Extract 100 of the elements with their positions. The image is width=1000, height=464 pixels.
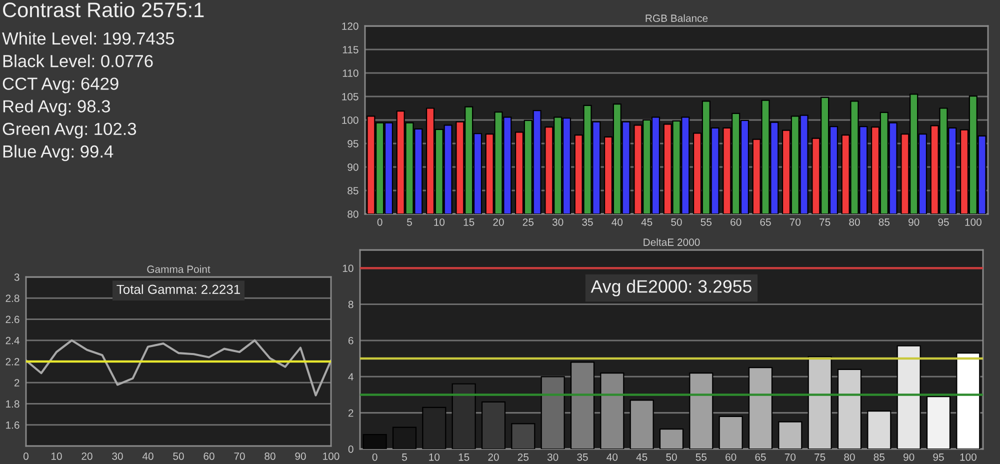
y-tick-label: 1.8 [6,400,20,408]
x-tick-label: 20 [488,453,499,461]
x-tick-label: 0 [24,452,28,460]
bar [718,416,743,449]
x-tick-label: 60 [726,453,736,461]
x-tick-label: 45 [636,454,648,461]
x-tick-label: 80 [849,218,860,226]
y-tick-label: 120 [342,22,358,30]
x-tick-label: 50 [173,452,184,460]
x-tick-label: 25 [518,453,529,461]
text: White Level: 199.7435 [2,32,174,45]
x-tick-label: 20 [82,452,92,460]
y-tick-label: 85 [348,187,358,194]
bar [362,434,387,449]
line-series [26,339,331,396]
x-tick-label: 65 [760,218,771,226]
x-tick-label: 40 [612,218,623,226]
x-tick-label: 50 [666,453,677,461]
x-tick-label: 25 [522,218,534,226]
text: Red Avg: 98.3 [3,100,110,116]
x-tick-label: 65 [755,453,766,461]
x-tick-label: 70 [790,218,801,226]
y-tick-label: 95 [348,140,358,148]
bar [748,367,773,449]
x-tick-label: 60 [204,452,214,460]
x-tick-label: 40 [606,453,618,461]
x-tick-label: 15 [464,218,474,226]
y-tick-label: 0 [348,446,354,453]
text: CCT Avg: 6429 [2,78,118,94]
y-tick-label: 2.4 [6,336,20,344]
x-tick-label: 85 [874,453,885,461]
bar [511,423,536,449]
y-tick-label: 3 [14,274,20,281]
x-tick-label: 90 [295,452,306,460]
x-tick-label: 10 [429,453,440,461]
x-tick-label: 10 [52,452,62,460]
text: Green Avg: 102.3 [2,122,136,138]
y-tick-label: 6 [348,336,354,344]
x-tick-label: 80 [264,452,276,460]
y-tick-label: 8 [348,300,354,308]
x-tick-label: 70 [234,452,245,460]
x-tick-label: 95 [938,218,949,226]
x-tick-label: 5 [402,454,407,461]
x-tick-label: 50 [671,218,682,226]
chart-title: DeltaE 2000 [644,238,700,246]
chart-title: Gamma Point [147,265,210,273]
y-tick-label: 1.6 [6,421,20,429]
x-tick-label: 20 [493,218,504,226]
x-tick-label: 5 [407,218,412,226]
y-tick-label: 110 [342,70,358,77]
y-tick-label: 100 [342,116,358,124]
bar [778,421,802,449]
bar [956,352,980,449]
x-tick-label: 0 [377,218,382,226]
x-tick-label: 40 [142,452,154,460]
x-tick-label: 60 [730,218,742,226]
y-tick-label: 105 [342,93,358,100]
x-tick-label: 80 [844,453,855,461]
x-tick-label: 70 [784,453,796,461]
annotation: Avg dE2000: 3.2955 [590,280,752,296]
bar [481,401,506,449]
text: Contrast Ratio 2575:1 [3,2,204,18]
x-tick-label: 100 [960,453,976,461]
x-tick-label: 0 [372,453,378,461]
y-tick-label: 2.2 [6,358,20,366]
x-tick-label: 55 [700,218,712,226]
y-tick-label: 2 [14,379,20,386]
text: Blue Avg: 99.4 [3,144,114,162]
bar [837,368,862,449]
y-tick-label: 2.8 [6,294,20,302]
x-tick-label: 90 [908,218,920,226]
y-tick-label: 80 [348,210,358,218]
x-tick-label: 75 [814,454,826,461]
bar [896,345,921,449]
x-tick-label: 100 [323,452,340,460]
y-tick-label: 90 [348,164,358,171]
x-tick-label: 45 [641,218,652,226]
x-tick-label: 30 [112,452,123,460]
x-tick-label: 95 [933,453,944,461]
bar [867,410,892,449]
y-tick-label: 115 [342,46,358,54]
bar [452,383,476,449]
x-tick-label: 35 [577,453,588,461]
x-tick-label: 35 [582,218,593,226]
x-tick-label: 15 [458,454,470,461]
x-tick-label: 30 [547,453,558,461]
text: Black Level: 0.0776 [3,54,153,68]
annotation: Total Gamma: 2.2231 [116,284,240,294]
chart-title: RGB Balance [646,14,708,22]
y-tick-label: 10 [342,264,354,272]
x-tick-label: 55 [696,454,707,461]
x-tick-label: 100 [965,218,982,226]
x-tick-label: 90 [904,453,914,461]
y-tick-label: 2.6 [6,316,20,324]
bar [808,356,832,449]
y-tick-label: 4 [348,373,354,380]
bar [926,396,951,449]
x-tick-label: 85 [878,218,890,226]
y-tick-label: 2 [348,409,354,417]
x-tick-label: 75 [820,218,830,226]
